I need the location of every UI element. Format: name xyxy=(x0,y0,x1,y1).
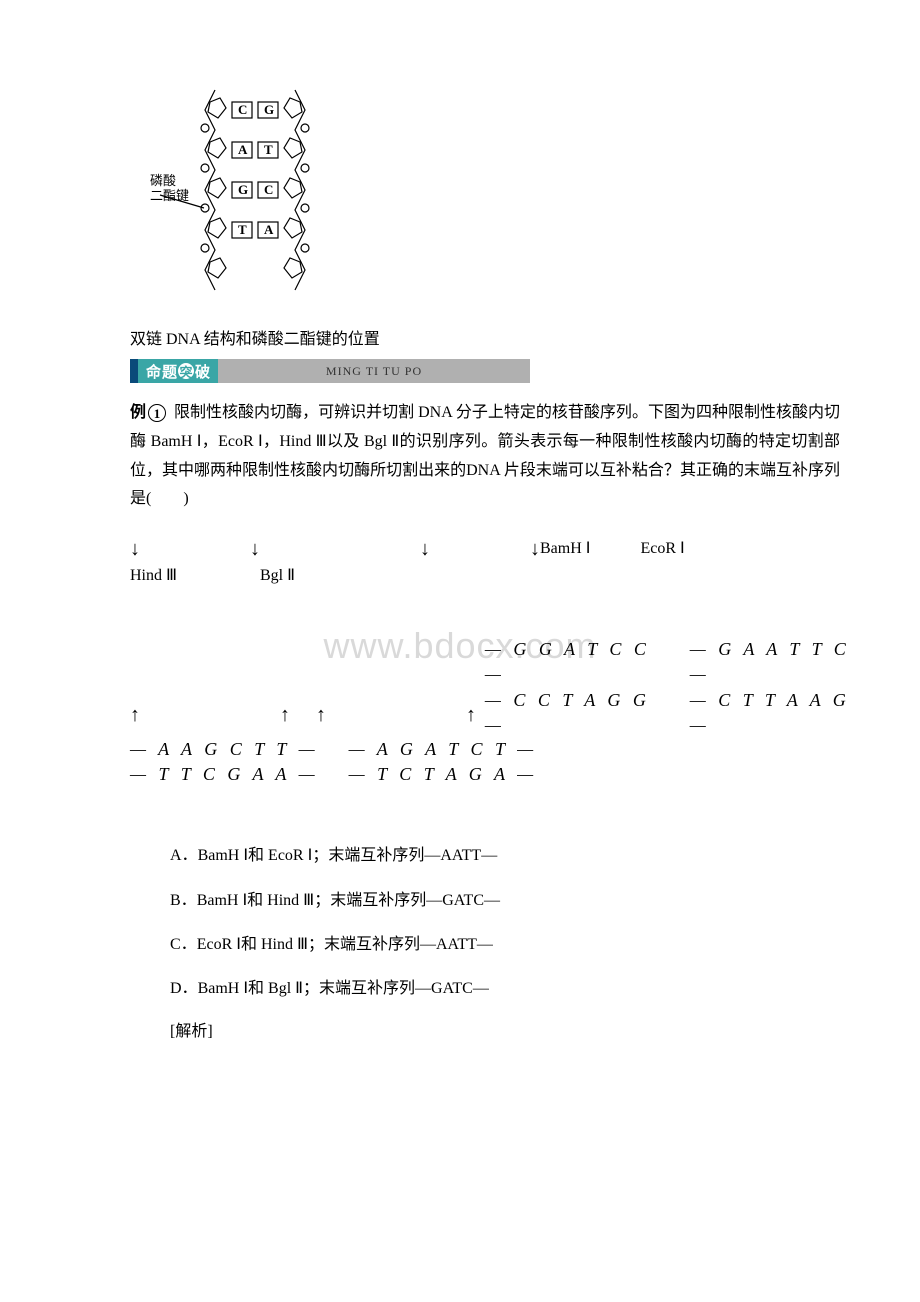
arrow-down-icon: ↓ xyxy=(530,538,540,561)
option-b: B．BamH Ⅰ和 Hind Ⅲ；末端互补序列—GATC— xyxy=(170,882,860,920)
svg-text:T: T xyxy=(264,142,273,157)
enzymes-row: ↓ ↓ ↓ ↓BamH Ⅰ EcoR Ⅰ xyxy=(130,538,860,561)
enzyme-arrow-1: ↓ xyxy=(130,538,240,561)
svg-text:A: A xyxy=(264,222,274,237)
seq-ecor1-top: — G A A T T C — xyxy=(690,637,860,687)
option-d: D．BamH Ⅰ和 Bgl Ⅱ；末端互补序列—GATC— xyxy=(170,970,860,1008)
seq-ecor1: — G A A T T C — — C T T A A G — xyxy=(690,637,860,738)
seq-bgl2: — A G A T C T — — T C T A G A — xyxy=(349,737,538,787)
arrow-down-icon: ↓ xyxy=(250,538,260,561)
arrow-up-icon: ↑ xyxy=(130,704,140,727)
banner-circle: 突 xyxy=(178,363,194,379)
example-number: 1 xyxy=(148,404,166,422)
example-word: 例 xyxy=(130,399,146,428)
dna-svg: C G A T G C T A 磷酸 二酯键 xyxy=(150,80,350,300)
sequences-area: — G G A T C C — — C C T A G G — — G A A … xyxy=(130,637,860,787)
enzyme-name-1: BamH Ⅰ xyxy=(540,538,591,558)
problem-text: 例1 限制性核酸内切酶，可辨识并切割 DNA 分子上特定的核苷酸序列。下图为四种… xyxy=(130,399,840,514)
arrow-down-icon: ↓ xyxy=(130,538,140,561)
banner-title-cn: 命 题 突 破 xyxy=(138,359,218,383)
option-c: C．EcoR Ⅰ和 Hind Ⅲ；末端互补序列—AATT— xyxy=(170,926,860,964)
svg-text:G: G xyxy=(238,182,248,197)
arrow-up-icon: ↑ xyxy=(280,704,290,727)
seq-bamh1: — G G A T C C — — C C T A G G — xyxy=(485,637,660,738)
arrow-down-icon: ↓ xyxy=(420,538,430,561)
seq-hind3-top: — A A G C T T — xyxy=(130,737,319,762)
enzymes-row-2: Hind Ⅲ Bgl Ⅱ xyxy=(130,565,860,585)
enzyme-arrow-2: ↓ xyxy=(250,538,410,561)
enzyme-arrow-4: ↓BamH Ⅰ xyxy=(530,538,591,561)
seq-ecor1-bottom: — C T T A A G — xyxy=(690,688,860,738)
diagram-caption: 双链 DNA 结构和磷酸二酯键的位置 xyxy=(130,325,860,349)
banner-pinyin: MING TI TU PO xyxy=(218,359,530,383)
svg-text:二酯键: 二酯键 xyxy=(150,188,189,203)
problem-body: 限制性核酸内切酶，可辨识并切割 DNA 分子上特定的核苷酸序列。下图为四种限制性… xyxy=(130,404,840,507)
svg-text:磷酸: 磷酸 xyxy=(150,173,176,188)
analysis-label: [解析] xyxy=(170,1017,860,1041)
enzyme-arrow-3: ↓ xyxy=(420,538,520,561)
seq-bgl2-bottom: — T C T A G A — xyxy=(349,762,538,787)
enzyme-name-3: Hind Ⅲ xyxy=(130,565,250,585)
svg-text:G: G xyxy=(264,102,274,117)
option-a: A．BamH Ⅰ和 EcoR Ⅰ；末端互补序列—AATT— xyxy=(170,837,860,875)
arrow-up-icon: ↑ xyxy=(316,704,326,727)
banner-char-4: 破 xyxy=(195,361,210,382)
option-c-text: EcoR Ⅰ和 Hind Ⅲ；末端互补序列—AATT— xyxy=(197,936,493,953)
arrow-up-icon: ↑ xyxy=(466,704,476,727)
enzyme-name-4: Bgl Ⅱ xyxy=(260,565,295,585)
seq-bgl2-top: — A G A T C T — xyxy=(349,737,538,762)
svg-text:C: C xyxy=(238,102,247,117)
option-d-text: BamH Ⅰ和 Bgl Ⅱ；末端互补序列—GATC— xyxy=(198,980,489,997)
banner-char-2: 题 xyxy=(162,361,177,382)
svg-text:C: C xyxy=(264,182,273,197)
svg-text:A: A xyxy=(238,142,248,157)
seq-bamh1-top: — G G A T C C — xyxy=(485,637,660,687)
svg-text:T: T xyxy=(238,222,247,237)
seq-bamh1-bottom: — C C T A G G — xyxy=(485,688,660,738)
seq-hind3-bottom: — T T C G A A — xyxy=(130,762,319,787)
section-banner: 命 题 突 破 MING TI TU PO xyxy=(130,359,530,383)
seq-hind3: — A A G C T T — — T T C G A A — xyxy=(130,737,319,787)
banner-char-1: 命 xyxy=(146,361,161,382)
option-a-text: BamH Ⅰ和 EcoR Ⅰ；末端互补序列—AATT— xyxy=(198,847,498,864)
answer-options: A．BamH Ⅰ和 EcoR Ⅰ；末端互补序列—AATT— B．BamH Ⅰ和 … xyxy=(170,837,860,1009)
dna-structure-diagram: C G A T G C T A 磷酸 二酯键 xyxy=(150,80,860,305)
banner-accent xyxy=(130,359,138,383)
example-label: 例1 xyxy=(130,399,166,428)
option-b-text: BamH Ⅰ和 Hind Ⅲ；末端互补序列—GATC— xyxy=(197,892,500,909)
enzyme-name-2: EcoR Ⅰ xyxy=(641,538,685,561)
